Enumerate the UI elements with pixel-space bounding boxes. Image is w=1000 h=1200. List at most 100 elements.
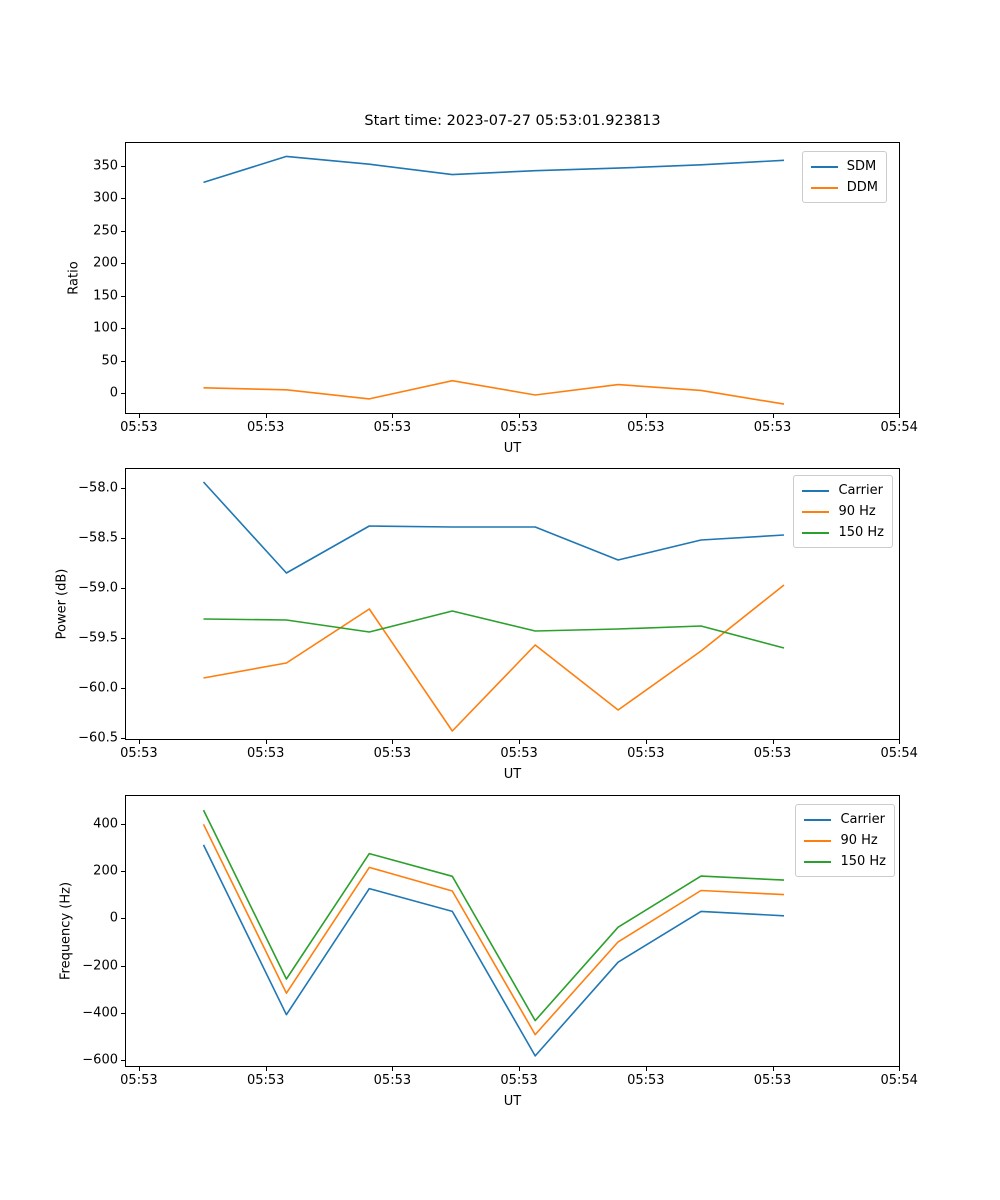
y-tick-label: 150 (93, 288, 118, 304)
x-tick-label: 05:53 (120, 420, 158, 435)
x-tick-label: 05:53 (753, 420, 792, 435)
legend-entry: SDM (810, 156, 878, 177)
series-line-90-hz (203, 584, 785, 732)
y-tick-label: −58.5 (78, 530, 118, 546)
subplot-frequency (125, 795, 900, 1067)
legend: Carrier 90 Hz 150 Hz (795, 804, 895, 877)
x-tick-mark (265, 1067, 267, 1071)
y-tick-mark (121, 263, 125, 265)
x-tick-mark (138, 740, 140, 744)
legend-label: 150 Hz (838, 525, 884, 540)
y-tick-label: −59.5 (78, 630, 118, 646)
y-tick-label: 300 (93, 190, 118, 206)
x-tick-label: 05:53 (753, 1073, 792, 1088)
x-tick-label: 05:54 (880, 746, 918, 761)
x-tick-label: 05:53 (373, 420, 412, 435)
legend-line-sample (804, 818, 832, 821)
legend-entry: 90 Hz (802, 501, 884, 522)
legend-line-sample (810, 165, 838, 168)
legend-label: SDM (846, 159, 877, 174)
y-tick-label: −200 (82, 958, 118, 974)
y-tick-label: −59.0 (78, 580, 118, 596)
x-tick-mark (519, 1067, 521, 1071)
series-line-sdm (203, 155, 785, 184)
legend-label: Carrier (840, 812, 885, 827)
x-tick-mark (899, 414, 901, 418)
legend-line-sample (802, 510, 830, 513)
x-tick-label: 05:53 (500, 1073, 538, 1088)
series-line-90-hz (202, 823, 785, 1036)
y-tick-mark (121, 230, 125, 232)
legend-label: DDM (846, 180, 878, 195)
x-tick-mark (138, 1067, 140, 1071)
y-tick-label: −60.5 (78, 730, 118, 746)
x-tick-label: 05:53 (246, 746, 285, 761)
x-tick-label: 05:53 (373, 746, 412, 761)
x-axis-label: UT (503, 767, 522, 782)
y-tick-label: 200 (93, 255, 118, 271)
legend-line-sample (810, 186, 838, 189)
y-tick-mark (121, 165, 125, 167)
legend-line-sample (804, 860, 832, 863)
legend-label: 150 Hz (840, 854, 886, 869)
y-tick-label: 0 (109, 910, 118, 926)
x-tick-mark (645, 740, 647, 744)
x-tick-mark (519, 740, 521, 744)
x-tick-label: 05:54 (880, 420, 918, 435)
y-tick-mark (121, 871, 125, 873)
y-tick-mark (121, 360, 125, 362)
x-tick-label: 05:54 (880, 1073, 918, 1088)
plot-canvas (203, 155, 785, 405)
x-tick-label: 05:53 (373, 1073, 412, 1088)
x-tick-label: 05:53 (627, 746, 665, 761)
x-tick-mark (645, 1067, 647, 1071)
series-line-150-hz (202, 809, 785, 1022)
y-tick-label: 200 (93, 863, 118, 879)
x-tick-label: 05:53 (246, 420, 285, 435)
legend-entry: Carrier (802, 480, 884, 501)
x-tick-label: 05:53 (120, 1073, 158, 1088)
legend-entry: 90 Hz (804, 830, 886, 851)
series-line-carrier (202, 481, 785, 574)
series-line-ddm (203, 379, 785, 405)
legend-entry: DDM (810, 177, 878, 198)
x-tick-label: 05:53 (627, 1073, 665, 1088)
y-tick-label: −400 (82, 1005, 118, 1021)
x-tick-mark (392, 414, 394, 418)
y-tick-mark (121, 738, 125, 739)
x-tick-mark (392, 740, 394, 744)
y-tick-mark (121, 538, 125, 539)
x-tick-mark (265, 414, 267, 418)
x-tick-mark (772, 414, 774, 418)
y-tick-mark (121, 918, 125, 920)
y-tick-label: 250 (93, 223, 118, 239)
x-tick-mark (265, 740, 267, 744)
y-tick-label: 400 (93, 816, 118, 832)
x-tick-mark (645, 414, 647, 418)
plot-canvas (202, 481, 785, 732)
x-tick-mark (772, 1067, 774, 1071)
legend-entry: Carrier (804, 809, 886, 830)
y-tick-mark (121, 488, 125, 489)
x-tick-mark (392, 1067, 394, 1071)
x-tick-mark (899, 1067, 901, 1071)
y-tick-label: 0 (109, 385, 118, 401)
x-tick-label: 05:53 (627, 420, 665, 435)
series-line-150-hz (203, 610, 785, 649)
legend-entry: 150 Hz (802, 522, 884, 543)
y-axis-label: Power (dB) (54, 568, 70, 640)
y-axis-label: Ratio (66, 261, 82, 295)
legend-label: 90 Hz (838, 504, 876, 519)
x-tick-label: 05:53 (500, 746, 538, 761)
x-tick-mark (138, 414, 140, 418)
x-axis-label: UT (503, 1094, 522, 1109)
subplot-power (125, 468, 900, 740)
figure-title: Start time: 2023-07-27 05:53:01.923813 (364, 113, 661, 129)
legend-label: 90 Hz (840, 833, 878, 848)
legend-line-sample (802, 531, 830, 534)
x-tick-label: 05:53 (753, 746, 792, 761)
legend-entry: 150 Hz (804, 851, 886, 872)
x-tick-label: 05:53 (246, 1073, 285, 1088)
y-tick-mark (121, 328, 125, 330)
